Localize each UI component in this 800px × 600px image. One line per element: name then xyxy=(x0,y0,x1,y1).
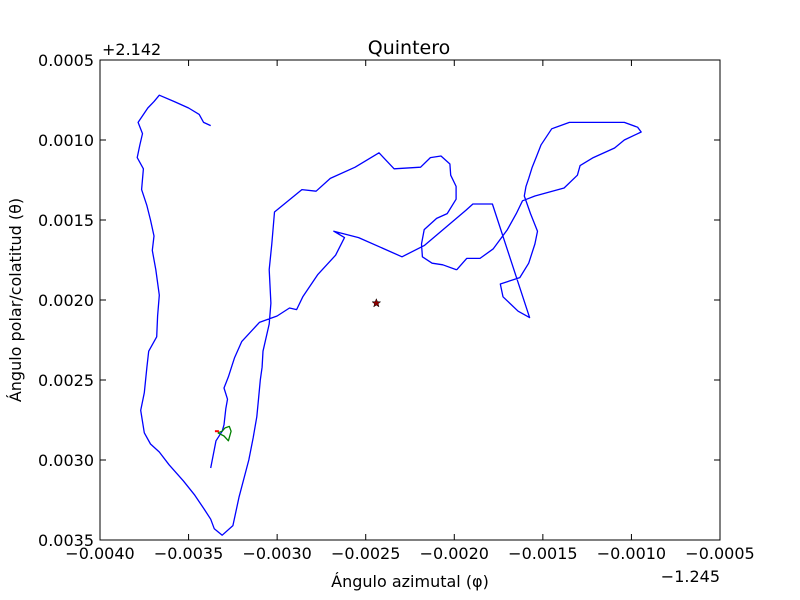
y-tick-label: 0.0010 xyxy=(38,131,94,150)
x-tick-label: −0.0005 xyxy=(685,544,754,563)
y-tick-label: 0.0035 xyxy=(38,531,94,550)
x-tick-label: −0.0025 xyxy=(331,544,400,563)
y-tick-label: 0.0030 xyxy=(38,451,94,470)
y-tick-label: 0.0005 xyxy=(38,51,94,70)
chart-title: Quintero xyxy=(368,37,450,59)
y-tick-label: 0.0020 xyxy=(38,291,94,310)
plot-frame xyxy=(99,59,721,541)
axis-ticks: −0.0040 −0.0035 −0.0030 −0.0025 −0.0020 −0.00… xyxy=(38,51,755,563)
x-tick-label: −0.0020 xyxy=(420,544,489,563)
plot-area xyxy=(136,94,642,536)
series-line-0 xyxy=(136,94,642,536)
y-offset-label: +2.142 xyxy=(102,40,161,59)
x-tick-label: −0.0040 xyxy=(65,544,134,563)
x-tick-label: −0.0035 xyxy=(154,544,223,563)
series-line-1 xyxy=(217,425,232,442)
x-axis-label: Ángulo azimutal (φ) xyxy=(331,572,489,591)
x-offset-label: −1.245 xyxy=(661,567,720,586)
y-axis-label: Ángulo polar/colatitud (θ) xyxy=(6,198,25,402)
x-tick-label: −0.0015 xyxy=(508,544,577,563)
y-tick-label: 0.0015 xyxy=(38,211,94,230)
x-tick-label: −0.0010 xyxy=(597,544,666,563)
x-tick-label: −0.0030 xyxy=(242,544,311,563)
series-star-marker-3 xyxy=(371,297,382,308)
y-tick-label: 0.0025 xyxy=(38,371,94,390)
